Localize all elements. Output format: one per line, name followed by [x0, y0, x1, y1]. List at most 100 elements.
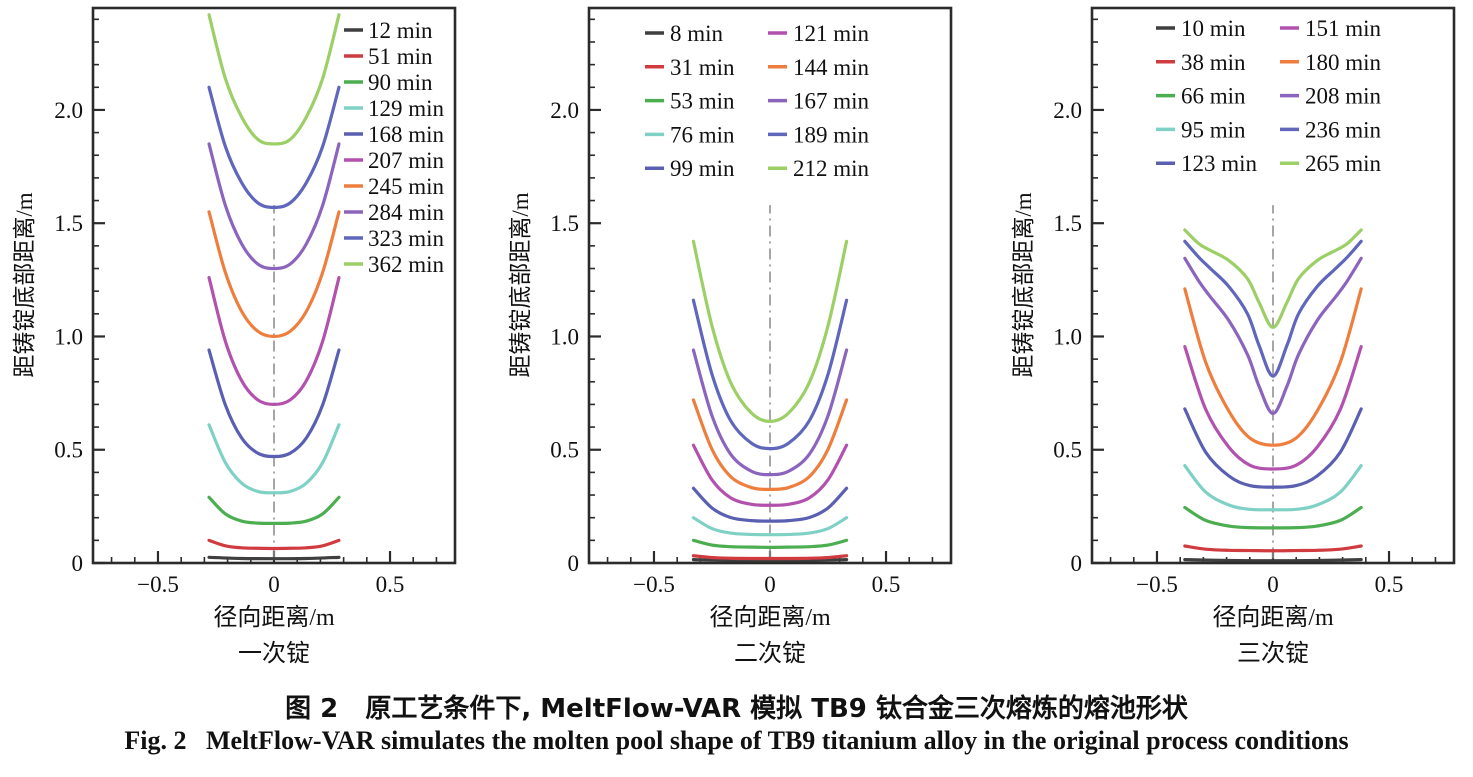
curve-121min: [691, 443, 849, 507]
legend-label: 362 min: [368, 252, 445, 277]
plot-frame: [1090, 6, 1456, 565]
curve-66min: [1183, 505, 1363, 530]
curve-12min: [207, 555, 341, 561]
y-tick-label: 1.5: [1053, 211, 1082, 236]
legend-label: 76 min: [670, 122, 735, 147]
x-tick-label: 0.5: [1375, 572, 1404, 597]
x-tick-label: 0: [764, 572, 776, 597]
legend-label: 265 min: [1305, 151, 1382, 176]
curve-362min: [207, 13, 341, 146]
curve-99min: [691, 486, 849, 523]
curve-323min: [207, 85, 341, 209]
legend-label: 245 min: [368, 174, 445, 199]
legend-label: 284 min: [368, 200, 445, 225]
curve-38min: [1183, 544, 1363, 553]
legend-label: 180 min: [1305, 50, 1382, 75]
x-axis-label: 径向距离/m: [1212, 604, 1334, 631]
curve-180min: [1183, 287, 1363, 447]
x-tick-label: 0: [1267, 572, 1279, 597]
plot-secondary-ingot: −0.5 0 0.5 0 0.5 1.0 1.5 2.0 8 min 31 min 53 min 76…: [508, 6, 953, 667]
x-tick-label: −0.5: [137, 572, 179, 597]
y-tick-label: 2.0: [550, 98, 579, 123]
legend-label: 207 min: [368, 148, 445, 173]
curve-284min: [207, 142, 341, 271]
legend-label: 12 min: [368, 18, 433, 43]
legend-label: 168 min: [368, 122, 445, 147]
legend-label: 144 min: [793, 55, 870, 80]
curve-245min: [207, 210, 341, 339]
y-tick-label: 1.5: [550, 211, 579, 236]
legend-label: 167 min: [793, 89, 870, 114]
legend-label: 123 min: [1181, 151, 1258, 176]
y-tick-label: 0.5: [550, 438, 579, 463]
legend-label: 66 min: [1181, 84, 1246, 109]
legend-label: 236 min: [1305, 117, 1382, 142]
curve-129min: [207, 423, 341, 495]
x-axis-label: 径向距离/m: [213, 604, 335, 631]
legend-label: 212 min: [793, 156, 870, 181]
legend-label: 95 min: [1181, 117, 1246, 142]
legend-label: 38 min: [1181, 50, 1246, 75]
legend-label: 129 min: [368, 96, 445, 121]
legend-label: 99 min: [670, 156, 735, 181]
curve-151min: [1183, 345, 1363, 471]
y-tick-label: 0: [1071, 551, 1083, 576]
x-tick-label: −0.5: [633, 572, 675, 597]
legend-label: 53 min: [670, 89, 735, 114]
curve-207min: [207, 275, 341, 407]
y-tick-label: 0: [568, 551, 580, 576]
curve-90min: [207, 495, 341, 525]
y-tick-label: 2.0: [1053, 98, 1082, 123]
curve-265min: [1183, 228, 1363, 330]
y-tick-label: 1.0: [54, 324, 83, 349]
curve-8min: [691, 558, 849, 563]
curve-31min: [691, 554, 849, 561]
curve-123min: [1183, 407, 1363, 489]
curve-168min: [207, 348, 341, 459]
y-tick-label: 2.0: [54, 98, 83, 123]
subplot-title: 一次锭: [238, 640, 310, 667]
y-tick-label: 1.0: [1053, 324, 1082, 349]
x-tick-label: −0.5: [1136, 572, 1178, 597]
curve-167min: [691, 348, 849, 477]
x-axis-label: 径向距离/m: [709, 604, 831, 631]
curve-212min: [691, 239, 849, 424]
y-tick-label: 0.5: [1053, 438, 1082, 463]
legend-label: 151 min: [1305, 16, 1382, 41]
plot-frame: [91, 6, 457, 565]
plot-frame: [587, 6, 953, 565]
legend-label: 323 min: [368, 226, 445, 251]
legend-label: 51 min: [368, 44, 433, 69]
subplot-title: 二次锭: [734, 640, 806, 667]
y-axis-label: 距铸锭底部距离/m: [12, 192, 37, 377]
curve-51min: [207, 538, 341, 551]
curve-53min: [691, 538, 849, 549]
curve-189min: [691, 298, 849, 451]
figure-caption-english: Fig. 2 MeltFlow-VAR simulates the molten…: [124, 726, 1349, 755]
y-axis-label: 距铸锭底部距离/m: [508, 192, 533, 377]
legend-label: 121 min: [793, 21, 870, 46]
x-tick-label: 0.5: [872, 572, 901, 597]
curve-144min: [691, 398, 849, 491]
subplot-title: 三次锭: [1237, 640, 1309, 667]
x-tick-label: 0.5: [376, 572, 405, 597]
legend-label: 189 min: [793, 122, 870, 147]
plot-tertiary-ingot: −0.5 0 0.5 0 0.5 1.0 1.5 2.0 10 min 38 min 66 min 9…: [1011, 6, 1456, 667]
legend-label: 31 min: [670, 55, 735, 80]
y-tick-label: 1.0: [550, 324, 579, 349]
legend-label: 90 min: [368, 70, 433, 95]
curve-10min: [1183, 558, 1363, 563]
figure-caption-chinese: 图 2 原工艺条件下, MeltFlow-VAR 模拟 TB9 钛合金三次熔炼的…: [285, 694, 1188, 724]
legend-label: 10 min: [1181, 16, 1246, 41]
y-tick-label: 0: [72, 551, 84, 576]
curve-76min: [691, 516, 849, 537]
y-tick-label: 0.5: [54, 438, 83, 463]
legend-label: 208 min: [1305, 84, 1382, 109]
y-tick-label: 1.5: [54, 211, 83, 236]
curve-95min: [1183, 463, 1363, 512]
curve-208min: [1183, 256, 1363, 416]
legend-label: 8 min: [670, 21, 724, 46]
